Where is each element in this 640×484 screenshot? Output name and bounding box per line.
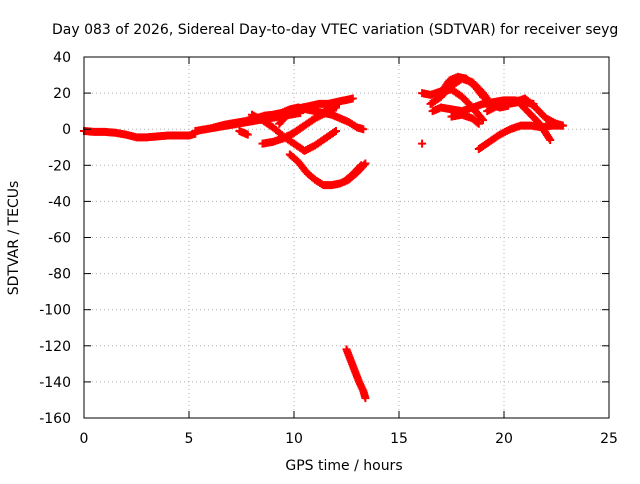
data-point <box>243 130 252 139</box>
series-short-stub <box>235 127 252 139</box>
y-tick-labels: 40 20 0 -20 -40 -60 -80 -100 -120 -140 -160 <box>39 50 71 427</box>
series-late-hump-6 <box>510 94 567 130</box>
y-tick-label: 0 <box>62 122 71 138</box>
y-axis-label: SDTVAR / TECUs <box>6 181 22 296</box>
y-tick-label: -140 <box>39 375 71 391</box>
x-tick-label: 15 <box>390 431 408 447</box>
y-tick-label: -160 <box>39 411 71 427</box>
series-isolated-point <box>418 139 427 148</box>
series-cross-down <box>248 110 340 155</box>
y-tick-label: -80 <box>48 267 71 283</box>
data-point <box>332 103 340 112</box>
y-tick-label: -100 <box>39 303 71 319</box>
series-late-rise <box>474 121 567 154</box>
x-tick-label: 20 <box>495 431 513 447</box>
data-points <box>80 72 567 403</box>
axis-ticks <box>83 56 610 419</box>
data-point <box>359 125 368 134</box>
chart-title: Day 083 of 2026, Sidereal Day-to-day VTE… <box>52 22 618 38</box>
series-dip-tail <box>340 161 366 186</box>
y-tick-label: 40 <box>53 50 71 66</box>
x-axis-label: GPS time / hours <box>285 458 402 474</box>
data-point <box>474 119 483 128</box>
x-tick-label: 5 <box>185 431 194 447</box>
y-tick-label: -60 <box>48 231 71 247</box>
data-point <box>473 118 482 127</box>
y-tick-label: -120 <box>39 339 71 355</box>
data-point <box>479 116 487 125</box>
data-point <box>348 94 357 103</box>
series-late-lower <box>447 110 483 128</box>
data-point <box>546 136 555 145</box>
y-tick-label: -40 <box>48 194 71 210</box>
data-point <box>330 128 339 137</box>
data-point <box>558 121 567 130</box>
x-tick-label: 10 <box>285 431 303 447</box>
data-point <box>418 139 427 148</box>
series-steep-fall <box>342 345 370 403</box>
data-point <box>361 394 370 403</box>
data-point <box>361 159 370 168</box>
y-tick-label: -20 <box>48 158 71 174</box>
x-tick-label: 25 <box>600 431 618 447</box>
y-tick-label: 20 <box>53 86 71 102</box>
x-tick-label: 0 <box>80 431 89 447</box>
data-point <box>545 134 554 143</box>
series-arc-rise-2 <box>210 115 256 132</box>
data-point <box>332 127 340 136</box>
data-point <box>357 161 366 170</box>
x-tick-labels: 0 5 10 15 20 25 <box>80 431 618 447</box>
series-baseline <box>80 127 200 142</box>
series-cross-up-2 <box>279 103 340 143</box>
data-point <box>356 162 364 171</box>
data-point <box>477 114 486 123</box>
